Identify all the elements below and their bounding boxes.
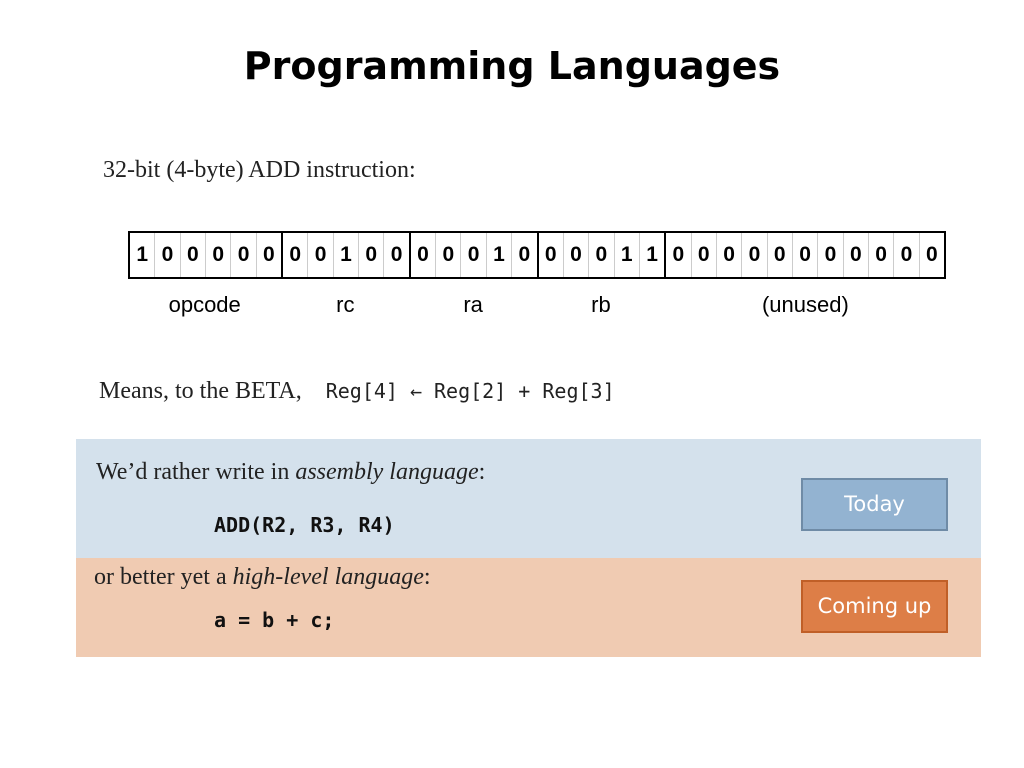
bit-cell: 0 (664, 233, 690, 277)
highlevel-text: or better yet a high-level language: (94, 564, 431, 591)
emphasis: assembly language (295, 459, 479, 485)
bit-cell: 0 (867, 233, 893, 277)
arrow-icon: ← (409, 379, 423, 403)
bit-cell: 1 (613, 233, 639, 277)
text: We’d rather write in (96, 459, 296, 485)
bit-cell: 0 (690, 233, 716, 277)
bit-cell: 0 (588, 233, 613, 277)
field-label: (unused) (761, 292, 849, 317)
means-lhs: Reg[4] (325, 379, 398, 403)
assembly-text: We’d rather write in assembly language: (96, 459, 485, 486)
bit-cell: 0 (154, 233, 179, 277)
slide-title: Programming Languages (243, 44, 781, 88)
bit-cell: 0 (536, 233, 563, 277)
means-prefix: Means, to the BETA, (99, 378, 302, 404)
highlevel-band: or better yet a high-level language: a =… (76, 558, 981, 657)
bit-cell: 0 (817, 233, 842, 277)
bit-cell: 0 (383, 233, 408, 277)
bit-cell: 0 (791, 233, 817, 277)
text: : (423, 564, 431, 590)
assembly-code: ADD(R2, R3, R4) (214, 513, 395, 537)
bit-cell: 0 (460, 233, 485, 277)
emphasis: high-level language (232, 564, 424, 590)
bit-cell: 0 (408, 233, 435, 277)
text: or better yet a (94, 564, 233, 590)
bit-cell: 0 (918, 233, 944, 277)
coming-up-button[interactable]: Coming up (801, 580, 948, 633)
text: : (478, 459, 486, 485)
bit-cell: 1 (485, 233, 511, 277)
intro-text: 32-bit (4-byte) ADD instruction: (103, 157, 416, 183)
bit-cell: 0 (205, 233, 230, 277)
bit-cell: 0 (511, 233, 536, 277)
highlevel-code: a = b + c; (214, 608, 335, 632)
bit-cell: 0 (307, 233, 332, 277)
bit-cell: 0 (358, 233, 383, 277)
bit-cell: 0 (893, 233, 918, 277)
bit-cell: 0 (179, 233, 205, 277)
means-rhs: Reg[2] + Reg[3] (434, 379, 615, 403)
bit-cell: 0 (281, 233, 307, 277)
bit-cell: 0 (562, 233, 588, 277)
bit-cell: 0 (842, 233, 868, 277)
field-label: opcode (168, 292, 241, 317)
field-label: rb (591, 292, 611, 317)
field-label: rc (336, 292, 355, 317)
bit-cell: 0 (715, 233, 741, 277)
today-button[interactable]: Today (801, 478, 948, 531)
bit-cell: 0 (741, 233, 766, 277)
bit-cell: 0 (255, 233, 281, 277)
bit-cell: 0 (435, 233, 460, 277)
bit-cell: 1 (638, 233, 664, 277)
bit-cell: 0 (230, 233, 255, 277)
bit-cell: 0 (766, 233, 792, 277)
bit-cell: 1 (136, 243, 149, 266)
field-label: ra (463, 292, 483, 317)
bit-cell: 1 (332, 233, 358, 277)
means-line: Means, to the BETA, Reg[4] ← Reg[2] + Re… (99, 378, 615, 405)
